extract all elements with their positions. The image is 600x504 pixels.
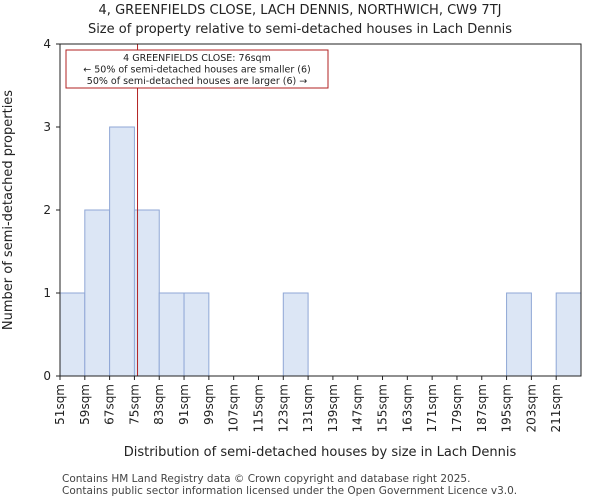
x-tick-label-123sqm: 123sqm xyxy=(276,384,290,432)
bar-123sqm xyxy=(282,292,309,377)
y-tick-label: 0 xyxy=(43,369,51,383)
x-tick-label-147sqm: 147sqm xyxy=(351,384,365,432)
x-axis: 51sqm 59sqm 67sqm 75sqm 83sqm 91sqm 99sqm 107sq… xyxy=(53,376,563,432)
y-tick-label: 3 xyxy=(43,120,51,134)
bar-195sqm xyxy=(506,292,532,377)
x-tick-label-91sqm: 91sqm xyxy=(177,384,191,425)
chart-subtitle: Size of property relative to semi-detach… xyxy=(88,22,512,37)
y-tick-label: 4 xyxy=(43,37,51,51)
bar-91sqm xyxy=(183,292,210,377)
chart-title: 4, GREENFIELDS CLOSE, LACH DENNIS, NORTH… xyxy=(99,3,502,18)
x-tick-label-155sqm: 155sqm xyxy=(376,384,390,432)
annotation-line-1: 4 GREENFIELDS CLOSE: 76sqm xyxy=(123,53,271,64)
x-tick-label-203sqm: 203sqm xyxy=(524,384,538,432)
annotation-box: 4 GREENFIELDS CLOSE: 76sqm← 50% of semi-… xyxy=(65,49,329,89)
bar-59sqm xyxy=(84,209,111,377)
bar-211sqm xyxy=(555,292,582,377)
x-tick-label-83sqm: 83sqm xyxy=(152,384,166,425)
x-tick-label-51sqm: 51sqm xyxy=(53,384,67,425)
x-axis-label: Distribution of semi-detached houses by … xyxy=(124,445,517,460)
x-tick-label-115sqm: 115sqm xyxy=(251,384,265,432)
x-tick-label-195sqm: 195sqm xyxy=(500,384,514,432)
x-tick-label-59sqm: 59sqm xyxy=(78,384,92,425)
y-axis: 0 1 2 3 4 xyxy=(43,37,60,383)
annotation-line-3: 50% of semi-detached houses are larger (… xyxy=(87,76,307,87)
bar-51sqm xyxy=(59,292,86,377)
x-tick-label-107sqm: 107sqm xyxy=(227,384,241,432)
x-tick-label-187sqm: 187sqm xyxy=(475,384,489,432)
x-tick-label-139sqm: 139sqm xyxy=(326,384,340,432)
bar-75sqm xyxy=(133,209,160,377)
footer-line-2: Contains public sector information licen… xyxy=(62,485,517,497)
y-tick-label: 2 xyxy=(43,203,51,217)
y-tick-label: 1 xyxy=(43,286,51,300)
x-tick-label-171sqm: 171sqm xyxy=(425,384,439,432)
x-tick-label-179sqm: 179sqm xyxy=(450,384,464,432)
bars-layer xyxy=(59,126,582,377)
bar-67sqm xyxy=(109,126,135,377)
footer-line-1: Contains HM Land Registry data © Crown c… xyxy=(62,473,470,485)
bar-83sqm xyxy=(158,292,185,377)
x-tick-label-163sqm: 163sqm xyxy=(400,384,414,432)
x-tick-label-75sqm: 75sqm xyxy=(127,384,141,425)
annotation-frame xyxy=(65,49,329,89)
x-tick-label-211sqm: 211sqm xyxy=(549,384,563,432)
annotation-line-2: ← 50% of semi-detached houses are smalle… xyxy=(83,65,311,76)
x-tick-label-67sqm: 67sqm xyxy=(103,384,117,425)
x-tick-label-131sqm: 131sqm xyxy=(301,384,315,432)
x-tick-label-99sqm: 99sqm xyxy=(202,384,216,425)
y-axis-label: Number of semi-detached properties xyxy=(1,90,16,330)
